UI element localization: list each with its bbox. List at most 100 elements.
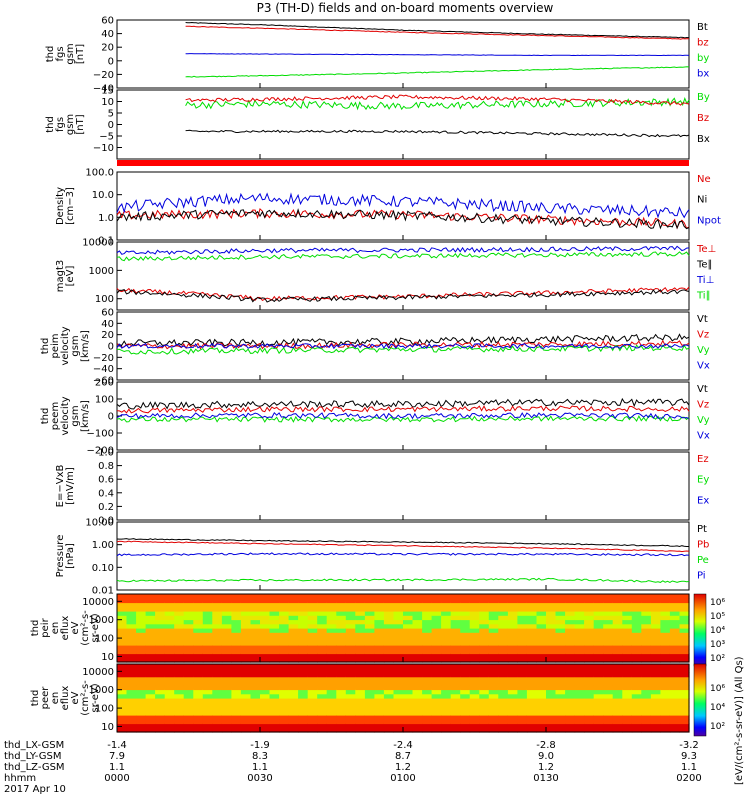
heatmap-cell — [250, 653, 261, 659]
heatmap-cell — [603, 606, 614, 612]
heatmap-cell — [555, 672, 566, 678]
heatmap-cell — [183, 706, 194, 712]
heatmap-cell — [307, 632, 318, 638]
heatmap-cell — [488, 657, 499, 663]
heatmap-cell — [441, 727, 452, 733]
heatmap-cell — [145, 681, 156, 686]
heatmap-cell — [231, 619, 242, 625]
heatmap-cell — [517, 689, 528, 695]
heatmap-cell — [546, 668, 557, 674]
heatmap-cell — [593, 594, 604, 599]
heatmap-cell — [517, 685, 528, 691]
heatmap-cell — [669, 676, 680, 682]
heatmap-cell — [650, 628, 661, 633]
heatmap-cell — [202, 645, 213, 650]
heatmap-cell — [393, 664, 404, 669]
heatmap-cell — [469, 710, 480, 716]
heatmap-cell — [240, 664, 251, 669]
heatmap-cell — [660, 623, 671, 629]
heatmap-cell — [231, 628, 242, 633]
heatmap-cell — [374, 645, 385, 650]
heatmap-cell — [250, 645, 261, 650]
heatmap-cell — [526, 676, 537, 682]
heatmap-cell — [193, 623, 204, 629]
heatmap-cell — [574, 598, 585, 604]
heatmap-cell — [374, 698, 385, 703]
heatmap-cell — [469, 681, 480, 686]
heatmap-cell — [317, 715, 328, 720]
heatmap-cell — [307, 619, 318, 625]
heatmap-cell — [240, 640, 251, 646]
heatmap-cell — [250, 594, 261, 599]
heatmap-cell — [441, 640, 452, 646]
heatmap-cell — [336, 594, 347, 599]
heatmap-cell — [479, 623, 490, 629]
heatmap-cell — [155, 636, 166, 642]
heatmap-cell — [317, 693, 328, 699]
heatmap-cell — [374, 619, 385, 625]
heatmap-cell — [202, 681, 213, 686]
heatmap-cell — [279, 710, 290, 716]
heatmap-cell — [498, 681, 509, 686]
heatmap-cell — [460, 702, 471, 708]
heatmap-cell — [622, 702, 633, 708]
heatmap-cell — [679, 719, 690, 725]
heatmap-cell — [155, 611, 166, 616]
heatmap-cell — [355, 723, 366, 729]
heatmap-cell — [479, 602, 490, 608]
heatmap-cell — [240, 602, 251, 608]
heatmap-cell — [231, 615, 242, 621]
heatmap-cell — [565, 668, 576, 674]
heatmap-cell — [383, 689, 394, 695]
heatmap-cell — [412, 649, 423, 655]
heatmap-cell — [364, 619, 375, 625]
heatmap-cell — [136, 715, 147, 720]
heatmap-cell — [479, 685, 490, 691]
heatmap-cell — [679, 698, 690, 703]
heatmap-cell — [546, 672, 557, 678]
heatmap-cell — [231, 681, 242, 686]
heatmap-cell — [631, 615, 642, 621]
heatmap-cell — [317, 719, 328, 725]
heatmap-cell — [212, 611, 223, 616]
heatmap-cell — [298, 619, 309, 625]
heatmap-cell — [145, 657, 156, 663]
legend-Vt: Vt — [697, 384, 708, 395]
heatmap-cell — [517, 710, 528, 716]
heatmap-cell — [202, 615, 213, 621]
heatmap-cell — [555, 676, 566, 682]
heatmap-cell — [565, 657, 576, 663]
heatmap-cell — [326, 698, 337, 703]
footer-lx-value: -1.9 — [250, 740, 270, 751]
heatmap-cell — [536, 602, 547, 608]
heatmap-cell — [555, 628, 566, 633]
heatmap-cell — [660, 719, 671, 725]
heatmap-cell — [250, 698, 261, 703]
heatmap-cell — [431, 698, 442, 703]
heatmap-cell — [526, 602, 537, 608]
heatmap-cell — [355, 594, 366, 599]
heatmap-cell — [507, 611, 518, 616]
heatmap-cell — [183, 606, 194, 612]
heatmap-cell — [345, 676, 356, 682]
heatmap-cell — [183, 676, 194, 682]
heatmap-cell — [364, 664, 375, 669]
heatmap-cell — [260, 685, 271, 691]
heatmap-cell — [288, 598, 299, 604]
heatmap-cell — [412, 715, 423, 720]
heatmap-cell — [679, 672, 690, 678]
heatmap-cell — [202, 672, 213, 678]
heatmap-cell — [345, 672, 356, 678]
heatmap-cell — [212, 664, 223, 669]
heatmap-cell — [612, 727, 623, 733]
heatmap-cell — [422, 719, 433, 725]
heatmap-cell — [526, 653, 537, 659]
heatmap-cell — [660, 689, 671, 695]
heatmap-cell — [193, 676, 204, 682]
heatmap-cell — [450, 676, 461, 682]
heatmap-cell — [202, 723, 213, 729]
heatmap-cell — [574, 619, 585, 625]
y-axis-label: thd — [30, 690, 41, 707]
heatmap-cell — [403, 672, 414, 678]
heatmap-cell — [212, 727, 223, 733]
